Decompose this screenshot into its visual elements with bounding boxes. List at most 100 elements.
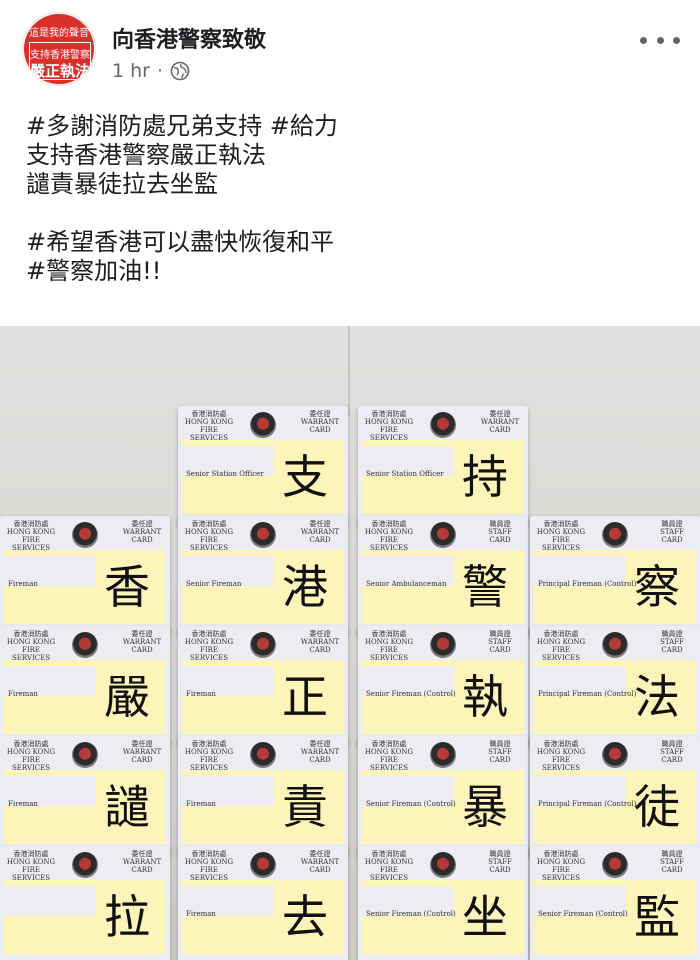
fire-services-card: 香港消防處 HONG KONG FIRE SERVICES DEPARTMENT… (358, 846, 528, 960)
handwritten-character: 香 (104, 560, 150, 614)
page-avatar[interactable]: 這是我的聲音 支持香港警察 嚴正執法 (22, 12, 96, 86)
card-type-text: 職員證 STAFF CARD (660, 740, 684, 764)
fire-services-crest-icon (430, 742, 456, 768)
meta-separator: · (156, 60, 164, 82)
card-type-text: 委任證 WARRANT CARD (300, 410, 340, 434)
handwritten-character: 支 (282, 450, 328, 504)
post-text-line: 譴責暴徒拉去坐監 (26, 170, 218, 198)
card-name-window (534, 556, 626, 586)
avatar-line1: 支持香港警察 (30, 50, 90, 61)
card-type-text: 委任證 WARRANT CARD (122, 520, 162, 544)
fire-services-card: 香港消防處 HONG KONG FIRE SERVICES DEPARTMENT… (358, 516, 528, 636)
card-name-window (182, 556, 274, 586)
fire-services-crest-icon (250, 412, 276, 438)
handwritten-character: 法 (634, 670, 680, 724)
card-type-text: 委任證 WARRANT CARD (300, 850, 340, 874)
fire-services-card: 香港消防處 HONG KONG FIRE SERVICES DEPARTMENT… (530, 846, 700, 960)
card-rank-text: Principal Fireman (Control) (538, 690, 637, 698)
post-photo[interactable]: 香港消防處 HONG KONG FIRE SERVICES DEPARTMENT… (0, 326, 700, 960)
card-rank-text: Fireman (8, 690, 38, 698)
handwritten-character: 警 (462, 560, 508, 614)
handwritten-character: 察 (634, 560, 680, 614)
card-department-text: 香港消防處 HONG KONG FIRE SERVICES (6, 740, 56, 772)
fire-services-card: 香港消防處 HONG KONG FIRE SERVICES DEPARTMENT… (530, 516, 700, 636)
card-type-text: 職員證 STAFF CARD (488, 520, 512, 544)
fire-services-card: 香港消防處 HONG KONG FIRE SERVICES DEPARTMENT… (178, 406, 348, 526)
more-options-icon[interactable] (640, 30, 680, 50)
wall-seam (348, 326, 350, 416)
card-rank-text: Senior Fireman (Control) (366, 910, 456, 918)
card-rank-text: Fireman (186, 690, 216, 698)
fire-services-crest-icon (72, 852, 98, 878)
fire-services-crest-icon (250, 522, 276, 548)
fire-services-card: 香港消防處 HONG KONG FIRE SERVICES DEPARTMENT… (358, 626, 528, 746)
handwritten-character: 坐 (462, 890, 508, 944)
card-rank-text: Senior Fireman (186, 580, 242, 588)
avatar-line2: 嚴正執法 (30, 62, 91, 80)
card-type-text: 職員證 STAFF CARD (488, 740, 512, 764)
card-rank-text: Fireman (8, 800, 38, 808)
card-type-text: 職員證 STAFF CARD (488, 630, 512, 654)
card-rank-text: Fireman (8, 580, 38, 588)
card-name-window (182, 776, 274, 806)
globe-icon[interactable] (170, 61, 190, 81)
handwritten-character: 徒 (634, 780, 680, 834)
card-type-text: 委任證 WARRANT CARD (480, 410, 520, 434)
avatar-top-text: 這是我的聲音 (29, 28, 89, 39)
handwritten-character: 港 (282, 560, 328, 614)
card-type-text: 委任證 WARRANT CARD (300, 520, 340, 544)
fire-services-card: 香港消防處 HONG KONG FIRE SERVICES DEPARTMENT… (178, 516, 348, 636)
post-text-line: #希望香港可以盡快恢復和平 (26, 228, 335, 256)
card-name-window (4, 666, 96, 696)
fire-services-crest-icon (602, 522, 628, 548)
fire-services-card: 香港消防處 HONG KONG FIRE SERVICES 委任證 WARRANT… (0, 516, 170, 636)
card-name-window (534, 776, 626, 806)
fire-services-crest-icon (250, 852, 276, 878)
card-type-text: 職員證 STAFF CARD (488, 850, 512, 874)
handwritten-character: 執 (462, 670, 508, 724)
page-name-link[interactable]: 向香港警察致敬 (112, 28, 267, 53)
handwritten-character: 正 (282, 670, 328, 724)
fire-services-card: 香港消防處 HONG KONG FIRE SERVICES DEPARTMENT… (178, 736, 348, 856)
fire-services-card: 香港消防處 HONG KONG FIRE SERVICES 委任證 WARRANT… (0, 736, 170, 856)
fire-services-crest-icon (602, 852, 628, 878)
post-text-line: 支持香港警察嚴正執法 (26, 141, 266, 169)
handwritten-character: 監 (634, 890, 680, 944)
card-name-window (4, 776, 96, 806)
card-rank-text: Fireman (186, 800, 216, 808)
card-department-text: 香港消防處 HONG KONG FIRE SERVICES (6, 630, 56, 662)
card-name-window (4, 556, 96, 586)
fire-services-crest-icon (602, 742, 628, 768)
fire-services-crest-icon (72, 742, 98, 768)
card-rank-text: Fireman (186, 910, 216, 918)
card-type-text: 委任證 WARRANT CARD (122, 630, 162, 654)
card-name-window (362, 666, 454, 696)
card-type-text: 委任證 WARRANT CARD (122, 740, 162, 764)
fire-services-card: 香港消防處 HONG KONG FIRE SERVICES 委任證 WARRANT… (0, 846, 170, 960)
fire-services-card: 香港消防處 HONG KONG FIRE SERVICES DEPARTMENT… (530, 626, 700, 746)
avatar-badge: 支持香港警察 嚴正執法 (29, 42, 91, 80)
fire-services-crest-icon (72, 632, 98, 658)
fire-services-crest-icon (430, 522, 456, 548)
card-name-window (362, 556, 454, 586)
card-name-window (362, 776, 454, 806)
fire-services-card: 香港消防處 HONG KONG FIRE SERVICES DEPARTMENT… (178, 626, 348, 746)
post-text: #多謝消防處兄弟支持 #給力 支持香港警察嚴正執法 譴責暴徒拉去坐監 #希望香港… (26, 112, 676, 286)
fire-services-card: 香港消防處 HONG KONG FIRE SERVICES DEPARTMENT… (530, 736, 700, 856)
card-type-text: 委任證 WARRANT CARD (300, 630, 340, 654)
handwritten-character: 拉 (104, 890, 150, 944)
post-time-link[interactable]: 1 hr (112, 60, 150, 82)
post-text-line: #警察加油!! (26, 257, 162, 285)
post-text-line: #多謝消防處兄弟支持 #給力 (26, 112, 338, 140)
fire-services-crest-icon (430, 412, 456, 438)
card-name-window (182, 446, 274, 476)
card-name-window (362, 446, 454, 476)
card-rank-text: Senior Fireman (Control) (366, 690, 456, 698)
handwritten-character: 去 (282, 890, 328, 944)
card-rank-text: Senior Station Officer (366, 470, 444, 478)
card-rank-text: Senior Fireman (Control) (366, 800, 456, 808)
fire-services-crest-icon (250, 632, 276, 658)
handwritten-character: 持 (462, 450, 508, 504)
card-type-text: 職員證 STAFF CARD (660, 520, 684, 544)
card-department-text: 香港消防處 HONG KONG FIRE SERVICES (6, 850, 56, 882)
